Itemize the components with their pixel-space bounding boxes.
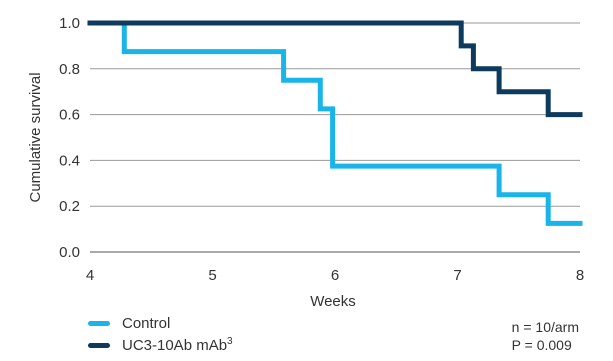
series-line-uc3 [87, 20, 583, 118]
legend-swatch-uc3 [88, 342, 110, 348]
sample-size-text: n = 10/arm [511, 319, 579, 335]
y-tick-label: 0.4 [59, 152, 80, 169]
y-tick-label: 1.0 [59, 15, 80, 32]
legend-label-uc3: UC3-10Ab mAb3 [122, 336, 233, 354]
series-line-control [87, 20, 583, 226]
x-tick-label: 7 [453, 267, 461, 284]
stats-annotation: n = 10/arm P = 0.009 [512, 318, 579, 354]
legend: Control UC3-10Ab mAb3 [88, 312, 233, 356]
legend-item-control: Control [88, 312, 233, 334]
legend-swatch-control [88, 320, 110, 326]
legend-label-control: Control [122, 314, 171, 332]
y-tick-label: 0.8 [59, 61, 80, 78]
y-axis-title: Cumulative survival [27, 72, 44, 202]
y-tick-label: 0.0 [59, 244, 80, 261]
x-axis-title: Weeks [310, 293, 356, 310]
x-tick-label: 6 [331, 267, 339, 284]
y-tick-label: 0.2 [59, 198, 80, 215]
legend-label-uc3-superscript: 3 [227, 336, 233, 347]
series-lines [87, 20, 583, 226]
p-value-text: P = 0.009 [511, 337, 572, 353]
tick-labels: 0.0 0.2 0.4 0.6 0.8 1.0 4 5 6 7 8 [59, 15, 584, 284]
legend-item-uc3: UC3-10Ab mAb3 [88, 334, 233, 356]
x-tick-label: 4 [86, 267, 94, 284]
x-tick-label: 8 [576, 267, 584, 284]
legend-label-uc3-text: UC3-10Ab mAb [122, 337, 228, 354]
y-tick-label: 0.6 [59, 107, 80, 124]
x-tick-label: 5 [208, 267, 216, 284]
